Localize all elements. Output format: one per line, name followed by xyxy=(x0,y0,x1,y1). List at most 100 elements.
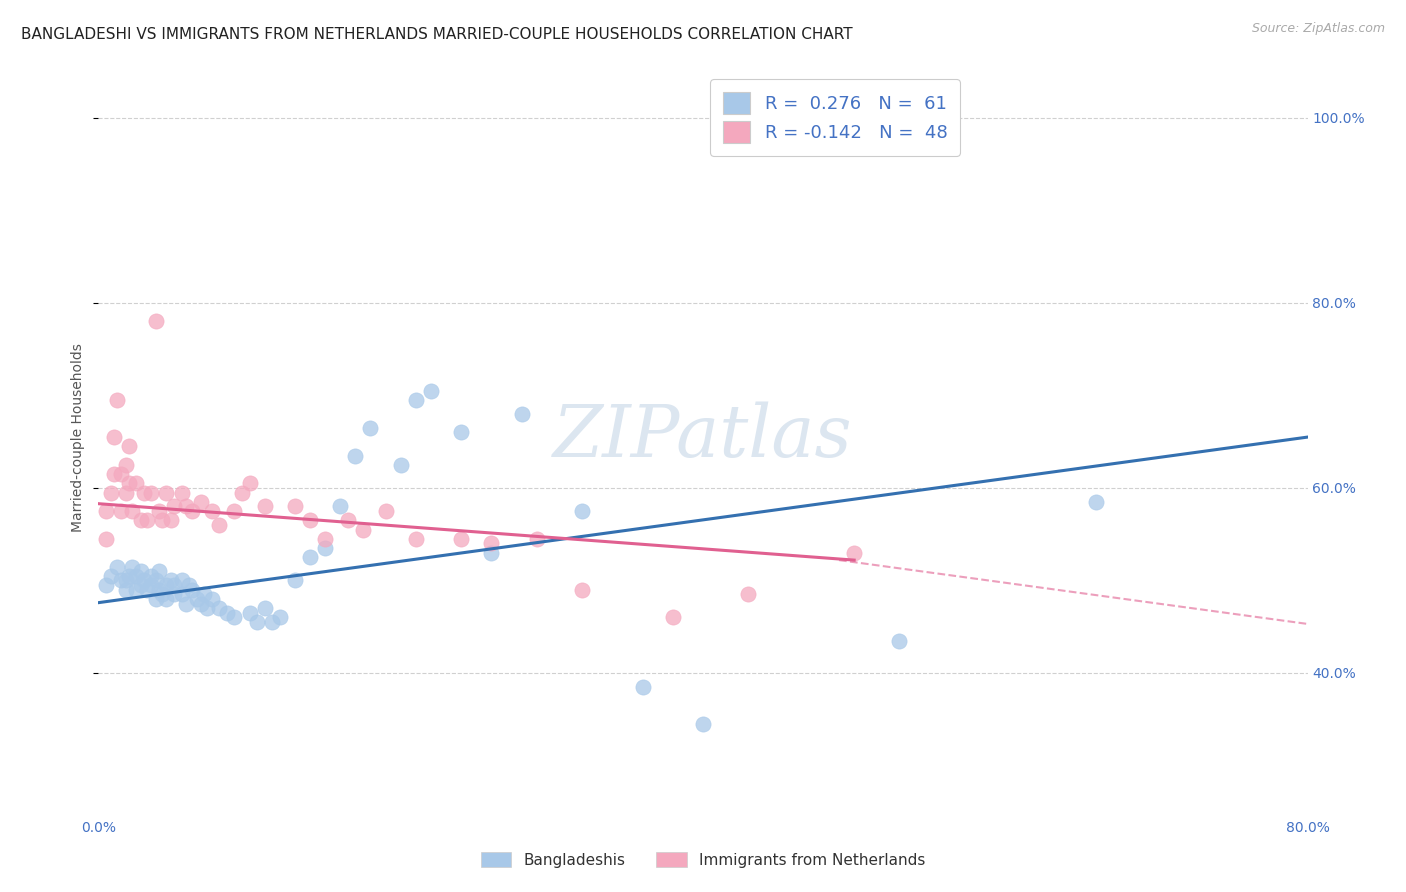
Point xyxy=(420,384,443,398)
Point xyxy=(132,485,155,500)
Point xyxy=(110,574,132,588)
Point xyxy=(163,587,186,601)
Point xyxy=(181,582,204,597)
Point xyxy=(148,504,170,518)
Point xyxy=(170,574,193,588)
Point xyxy=(405,532,427,546)
Point xyxy=(100,485,122,500)
Point xyxy=(186,591,208,606)
Point xyxy=(145,591,167,606)
Point xyxy=(844,546,866,560)
Point xyxy=(239,606,262,620)
Point xyxy=(692,716,714,731)
Point xyxy=(100,569,122,583)
Point xyxy=(121,559,143,574)
Point xyxy=(329,500,352,514)
Point xyxy=(155,485,177,500)
Point xyxy=(114,485,136,500)
Point xyxy=(150,513,173,527)
Point xyxy=(481,536,503,550)
Point xyxy=(299,513,322,527)
Point xyxy=(224,504,246,518)
Point xyxy=(450,425,472,440)
Point xyxy=(253,500,276,514)
Point xyxy=(284,574,307,588)
Point xyxy=(269,610,291,624)
Point xyxy=(105,559,128,574)
Point xyxy=(114,574,136,588)
Point xyxy=(129,513,152,527)
Point xyxy=(110,504,132,518)
Point xyxy=(737,587,759,601)
Point xyxy=(510,407,533,421)
Point xyxy=(195,601,218,615)
Point xyxy=(103,430,125,444)
Point xyxy=(170,485,193,500)
Point xyxy=(160,513,183,527)
Point xyxy=(661,610,683,624)
Point xyxy=(181,504,204,518)
Point xyxy=(284,500,307,514)
Point xyxy=(129,578,152,592)
Point xyxy=(110,467,132,481)
Point xyxy=(94,578,117,592)
Point xyxy=(174,597,197,611)
Legend: R =  0.276   N =  61, R = -0.142   N =  48: R = 0.276 N = 61, R = -0.142 N = 48 xyxy=(710,79,960,155)
Point xyxy=(1085,495,1108,509)
Point xyxy=(103,467,125,481)
Y-axis label: Married-couple Households: Married-couple Households xyxy=(72,343,86,532)
Point xyxy=(526,532,548,546)
Point xyxy=(262,615,284,629)
Point xyxy=(129,564,152,578)
Point xyxy=(125,476,148,491)
Point xyxy=(360,421,382,435)
Point xyxy=(179,578,201,592)
Point xyxy=(135,582,157,597)
Text: Source: ZipAtlas.com: Source: ZipAtlas.com xyxy=(1251,22,1385,36)
Text: ZIPatlas: ZIPatlas xyxy=(553,401,853,473)
Point xyxy=(190,597,212,611)
Point xyxy=(336,513,359,527)
Point xyxy=(174,500,197,514)
Point xyxy=(121,504,143,518)
Point xyxy=(132,574,155,588)
Point xyxy=(163,500,186,514)
Point xyxy=(141,578,163,592)
Point xyxy=(105,393,128,408)
Point xyxy=(201,591,224,606)
Point xyxy=(94,532,117,546)
Point xyxy=(135,513,157,527)
Point xyxy=(253,601,276,615)
Point xyxy=(114,582,136,597)
Point xyxy=(231,485,253,500)
Point xyxy=(571,504,593,518)
Point xyxy=(118,439,141,453)
Point xyxy=(141,569,163,583)
Text: BANGLADESHI VS IMMIGRANTS FROM NETHERLANDS MARRIED-COUPLE HOUSEHOLDS CORRELATION: BANGLADESHI VS IMMIGRANTS FROM NETHERLAN… xyxy=(21,27,852,42)
Point xyxy=(118,476,141,491)
Point xyxy=(201,504,224,518)
Legend: Bangladeshis, Immigrants from Netherlands: Bangladeshis, Immigrants from Netherland… xyxy=(472,844,934,875)
Point xyxy=(148,582,170,597)
Point xyxy=(889,633,911,648)
Point xyxy=(145,314,167,328)
Point xyxy=(374,504,396,518)
Point xyxy=(389,458,412,472)
Point xyxy=(631,680,654,694)
Point xyxy=(405,393,427,408)
Point xyxy=(208,601,231,615)
Point xyxy=(155,578,177,592)
Point xyxy=(125,569,148,583)
Point xyxy=(352,523,374,537)
Point xyxy=(299,550,322,565)
Point xyxy=(155,591,177,606)
Point xyxy=(190,495,212,509)
Point xyxy=(481,546,503,560)
Point xyxy=(239,476,262,491)
Point xyxy=(148,564,170,578)
Point xyxy=(150,587,173,601)
Point xyxy=(170,587,193,601)
Point xyxy=(125,582,148,597)
Point xyxy=(94,504,117,518)
Point xyxy=(314,541,336,555)
